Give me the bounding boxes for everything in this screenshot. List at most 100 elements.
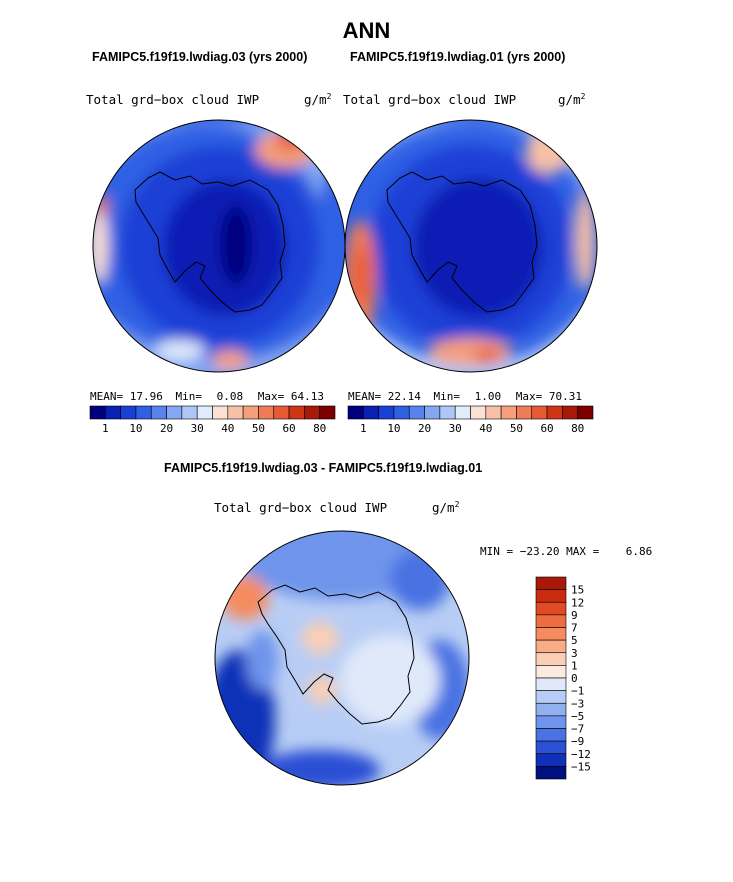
colorbar-swatch — [120, 405, 137, 420]
colorbar-tick-label: 1 — [360, 422, 367, 435]
colorbar-swatch — [196, 405, 213, 420]
panel1-mean: 17.96 — [129, 390, 163, 403]
panel1-max: 64.13 — [290, 390, 324, 403]
colorbar-swatch — [439, 405, 456, 420]
colorbar-swatch — [535, 677, 567, 691]
colorbar-swatch — [105, 405, 121, 420]
figure-title: ANN — [342, 18, 391, 43]
colorbar-swatch — [535, 690, 567, 704]
panel1-min: 0.08 — [216, 390, 244, 403]
panel2-max-label: Max= — [515, 390, 543, 403]
colorbar-swatch — [227, 405, 244, 420]
colorbar-tick-label: 7 — [571, 622, 578, 635]
panel2-mean-label: MEAN= — [348, 390, 382, 403]
panel2-min: 1.00 — [474, 390, 502, 403]
colorbar-tick-label: 80 — [313, 422, 326, 435]
colorbar-swatch — [577, 405, 594, 420]
colorbar-tick-label: 1 — [571, 659, 578, 672]
colorbar-swatch — [89, 405, 106, 420]
panel2-field-label: Total grd−box cloud IWP — [343, 92, 517, 107]
colorbar-tick-label: −5 — [571, 710, 584, 723]
colorbar-swatch — [273, 405, 290, 420]
colorbar-tick-label: 0 — [571, 672, 578, 685]
colorbar-swatch — [258, 405, 275, 420]
colorbar-tick-label: 9 — [571, 609, 578, 622]
colorbar-tick-label: 30 — [191, 422, 204, 435]
colorbar-tick-label: −9 — [571, 735, 584, 748]
colorbar-tick-label: 40 — [479, 422, 492, 435]
colorbar-swatch — [212, 405, 229, 420]
colorbar-swatch — [470, 405, 487, 420]
diff-field-label: Total grd−box cloud IWP — [214, 500, 388, 515]
panel1-field-label: Total grd−box cloud IWP — [86, 92, 260, 107]
colorbar-tick-label: −15 — [571, 760, 591, 773]
colorbar-tick-label: 12 — [571, 596, 584, 609]
panel2-units: g/m2 — [558, 92, 586, 108]
colorbar-swatch — [535, 766, 567, 780]
colorbar-tick-label: 50 — [510, 422, 523, 435]
colorbar-swatch — [535, 614, 567, 628]
colorbar-swatch — [363, 405, 379, 420]
colorbar-tick-label: 20 — [160, 422, 173, 435]
colorbar-swatch — [535, 753, 567, 767]
diff-minmax: MIN = −23.20 MAX = 6.86 — [480, 545, 653, 558]
colorbar-tick-label: 40 — [221, 422, 234, 435]
colorbar-tick-label: −3 — [571, 697, 584, 710]
colorbar-tick-label: 30 — [449, 422, 462, 435]
colorbar-tick-label: 5 — [571, 634, 578, 647]
colorbar-swatch — [535, 589, 567, 603]
colorbar-swatch — [135, 405, 152, 420]
colorbar-swatch — [531, 405, 548, 420]
panel2-map — [345, 120, 597, 372]
colorbar-tick-label: 3 — [571, 647, 578, 660]
colorbar-tick-label: 80 — [571, 422, 584, 435]
diff-case-title: FAMIPC5.f19f19.lwdiag.03 - FAMIPC5.f19f1… — [164, 461, 483, 475]
panel2-mean: 22.14 — [387, 390, 421, 403]
diff-units: g/m2 — [432, 500, 460, 516]
colorbar-swatch — [319, 405, 336, 420]
panel2-colorbar: 1 10 20 30 40 50 60 80 — [347, 405, 594, 435]
panel1-colorbar: 1 10 20 30 40 50 60 80 — [89, 405, 336, 435]
colorbar-swatch — [424, 405, 441, 420]
colorbar-swatch — [166, 405, 183, 420]
panel2-case-title: FAMIPC5.f19f19.lwdiag.01 (yrs 2000) — [350, 50, 566, 64]
colorbar-swatch — [516, 405, 533, 420]
colorbar-swatch — [535, 715, 567, 729]
colorbar-swatch — [304, 405, 320, 420]
colorbar-tick-label: 20 — [418, 422, 431, 435]
panel2-max: 70.31 — [548, 390, 582, 403]
colorbar-swatch — [535, 740, 567, 755]
colorbar-swatch — [288, 405, 305, 420]
colorbar-swatch — [500, 405, 517, 420]
colorbar-tick-label: −7 — [571, 723, 584, 736]
panel1-units: g/m2 — [304, 92, 332, 108]
colorbar-swatch — [454, 405, 471, 420]
panel1-mean-label: MEAN= — [90, 390, 124, 403]
colorbar-swatch — [242, 405, 259, 420]
colorbar-tick-label: 60 — [282, 422, 295, 435]
colorbar-swatch — [347, 405, 364, 420]
colorbar-swatch — [535, 665, 567, 679]
colorbar-tick-label: 50 — [252, 422, 265, 435]
panel2-stats: MEAN= 22.14 Min= 1.00 Max= 70.31 — [348, 390, 582, 403]
colorbar-tick-label: 10 — [387, 422, 400, 435]
colorbar-tick-label: −1 — [571, 685, 584, 698]
colorbar-swatch — [535, 652, 567, 666]
panel1-min-label: Min= — [175, 390, 203, 403]
panel1-stats: MEAN= 17.96 Min= 0.08 Max= 64.13 — [90, 390, 324, 403]
colorbar-swatch — [485, 405, 502, 420]
colorbar-swatch — [535, 601, 567, 616]
colorbar-swatch — [535, 639, 567, 654]
colorbar-tick-label: 15 — [571, 584, 584, 597]
colorbar-swatch — [535, 702, 567, 717]
colorbar-tick-label: 1 — [102, 422, 109, 435]
colorbar-swatch — [535, 728, 567, 742]
colorbar-swatch — [562, 405, 578, 420]
colorbar-swatch — [181, 405, 198, 420]
colorbar-swatch — [150, 405, 167, 420]
colorbar-swatch — [535, 627, 567, 641]
colorbar-swatch — [408, 405, 425, 420]
colorbar-tick-label: −12 — [571, 748, 591, 761]
